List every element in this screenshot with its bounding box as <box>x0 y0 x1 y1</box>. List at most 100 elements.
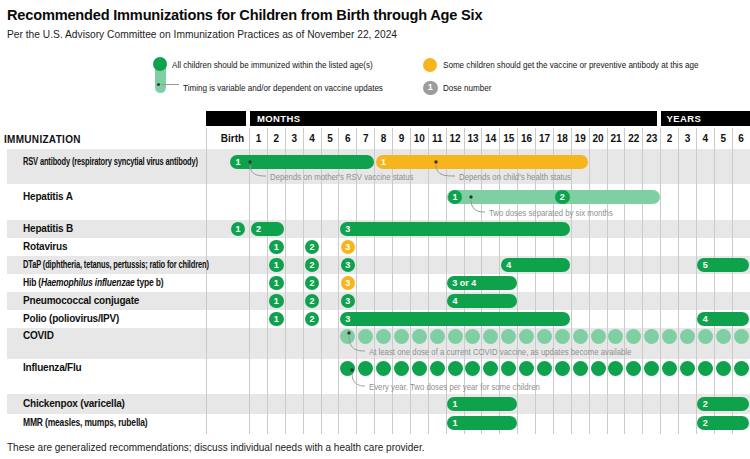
age-dot <box>465 361 480 376</box>
column-label-month: 21 <box>610 133 621 144</box>
age-dot <box>448 329 463 344</box>
dose-number: 1 <box>274 297 279 306</box>
age-dot <box>340 329 355 344</box>
row-label-polio: Polio (poliovirus/IPV) <box>23 313 119 324</box>
age-dot <box>465 329 480 344</box>
dose-number: 3 <box>339 225 357 234</box>
age-dot <box>501 361 516 376</box>
dose-number: 2 <box>696 419 714 428</box>
age-dot <box>680 329 695 344</box>
immunization-chart: Recommended Immunizations for Children f… <box>0 0 750 459</box>
dose-number: 3 <box>345 243 350 252</box>
dose-bar <box>376 155 589 170</box>
column-label-year: 3 <box>685 133 691 144</box>
column-label-month: 14 <box>485 133 496 144</box>
age-dot <box>734 361 749 376</box>
age-dot <box>644 329 659 344</box>
row-label-hib: Hib (Haemophilus influenzae type b) <box>23 277 163 288</box>
column-label-month: 11 <box>432 133 443 144</box>
grid-line <box>642 128 643 434</box>
row-label-influenza: Influenza/Flu <box>23 362 82 373</box>
age-dot <box>608 361 623 376</box>
row-label-text: MMR (measles, mumps, rubella) <box>23 417 147 428</box>
row-label-text: Hepatitis A <box>23 191 73 202</box>
annotation-text: Every year. Two doses per year for some … <box>369 381 540 392</box>
column-label-year: 2 <box>667 133 673 144</box>
column-label-month: 18 <box>557 133 568 144</box>
row-label-hepatitis-a: Hepatitis A <box>23 191 73 202</box>
dose-bar <box>340 312 570 327</box>
column-label-month: 7 <box>363 133 369 144</box>
row-label-text: DTaP (diphtheria, tetanus, pertussis; ra… <box>23 259 209 270</box>
dose-number: 1 <box>446 400 464 409</box>
grid-line <box>589 128 590 434</box>
dose-number: 2 <box>310 261 315 270</box>
dose-bar <box>340 222 570 237</box>
dose-number: 2 <box>696 400 714 409</box>
column-label-month: 1 <box>256 133 262 144</box>
annotation-text: Depends on mother's RSV vaccine status <box>270 171 414 182</box>
footnote: These are generalized recommendations; d… <box>7 442 424 453</box>
age-dot <box>340 361 355 376</box>
grid-line <box>678 128 679 434</box>
age-dot <box>376 361 391 376</box>
age-dot <box>591 329 606 344</box>
row-label-text: COVID <box>23 330 54 341</box>
age-dot <box>608 329 623 344</box>
annotation-text: At least one dose of a current COVID vac… <box>369 346 631 357</box>
age-dot <box>716 329 731 344</box>
row-label-text: Hib ( <box>23 277 41 288</box>
column-label-month: 23 <box>646 133 657 144</box>
dose-number: 2 <box>249 225 267 234</box>
row-label-dtap: DTaP (diphtheria, tetanus, pertussis; ra… <box>23 259 209 270</box>
row-label-text: Pneumococcal conjugate <box>23 295 139 306</box>
row-label-pneumococcal: Pneumococcal conjugate <box>23 295 139 306</box>
dose-number: 1 <box>235 225 240 234</box>
row-label-text: Rotavirus <box>23 241 67 252</box>
row-label-hepatitis-b: Hepatitis B <box>23 223 73 234</box>
row-band-rotavirus <box>7 238 750 256</box>
dose-number: 3 <box>345 279 350 288</box>
grid-line <box>714 128 715 434</box>
grid-line <box>607 128 608 434</box>
months-banner: MONTHS <box>250 111 657 126</box>
row-label-text: Hepatitis B <box>23 223 73 234</box>
age-dot <box>734 329 749 344</box>
age-dot <box>662 361 677 376</box>
age-dot <box>483 329 498 344</box>
column-label-month: 22 <box>628 133 639 144</box>
dose-circle: 1 <box>269 312 284 327</box>
dose-circle: 2 <box>555 190 570 205</box>
column-label-month: 16 <box>521 133 532 144</box>
column-label-month: 2 <box>274 133 280 144</box>
age-dot <box>555 329 570 344</box>
grid-line <box>660 128 661 434</box>
column-label-month: 9 <box>399 133 405 144</box>
row-label-text: Influenza/Flu <box>23 362 82 373</box>
dose-number: 3 <box>339 315 357 324</box>
dose-number: 3 <box>345 261 350 270</box>
dose-bar <box>230 155 374 170</box>
grid-line <box>732 128 733 434</box>
dose-number: 1 <box>274 243 279 252</box>
age-dot <box>716 361 731 376</box>
dose-number: 1 <box>375 158 393 167</box>
age-dot <box>626 361 641 376</box>
row-label-covid: COVID <box>23 330 54 341</box>
column-label-month: 3 <box>291 133 297 144</box>
age-dot <box>626 329 641 344</box>
row-label-rotavirus: Rotavirus <box>23 241 67 252</box>
dose-number: 1 <box>274 279 279 288</box>
grid-line <box>624 128 625 434</box>
age-dot <box>376 329 391 344</box>
row-label-text: Chickenpox (varicella) <box>23 398 125 409</box>
dose-number: 2 <box>310 297 315 306</box>
age-dot <box>394 329 409 344</box>
dose-circle: 1 <box>269 240 284 255</box>
column-label-month: 4 <box>309 133 315 144</box>
column-label-month: 10 <box>414 133 425 144</box>
dose-number: 2 <box>560 193 565 202</box>
years-banner: YEARS <box>661 111 750 126</box>
dose-number: 1 <box>274 315 279 324</box>
age-dot <box>412 329 427 344</box>
